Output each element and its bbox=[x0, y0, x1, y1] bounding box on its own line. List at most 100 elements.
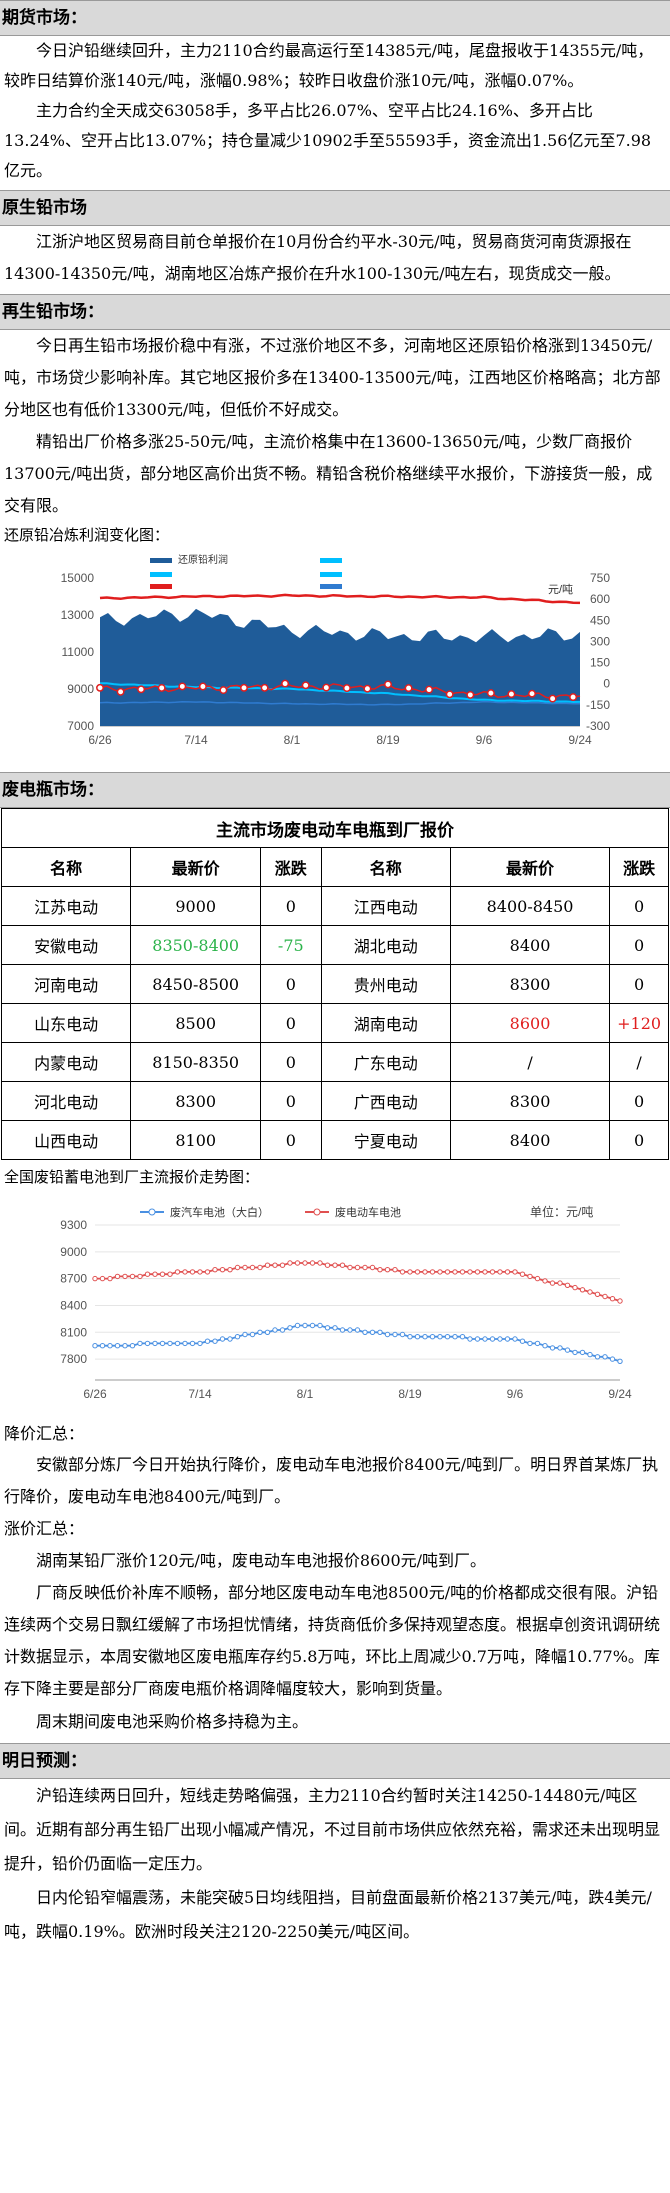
header-cell: 涨跌 bbox=[609, 847, 669, 887]
series-point bbox=[407, 1334, 413, 1340]
series-point bbox=[301, 681, 310, 690]
x-tick-label: 8/1 bbox=[297, 1387, 314, 1401]
legend-swatch bbox=[150, 558, 172, 563]
secondary-lead-section: 再生铅市场： 今日再生铅市场报价稳中有涨，不过涨价地区不多，河南地区还原铅价格涨… bbox=[0, 294, 670, 772]
profit-chart: 还原铅利润 元/吨 15000 13000 11000 9000 7000 750 600 4… bbox=[61, 553, 611, 747]
table-cell: 8400-8450 bbox=[449, 886, 611, 926]
x-tick-label: 9/6 bbox=[476, 733, 493, 747]
table-cell: 0 bbox=[260, 1120, 322, 1160]
series-point bbox=[137, 685, 146, 694]
series-point bbox=[384, 1331, 391, 1338]
legend-swatch bbox=[150, 572, 172, 577]
table-cell: 湖南电动 bbox=[320, 1003, 451, 1043]
series-point bbox=[302, 1322, 308, 1329]
series-point bbox=[534, 1275, 541, 1282]
series-point bbox=[116, 687, 125, 696]
series-point bbox=[579, 1349, 586, 1356]
series-point bbox=[159, 1271, 166, 1277]
series-point bbox=[114, 1273, 121, 1280]
secondary-lead-paragraph-2: 精铅出厂价格多涨25-50元/吨，主流价格集中在13600-13650元/吨，少… bbox=[4, 432, 653, 515]
series-point bbox=[189, 1340, 196, 1347]
series-point bbox=[534, 1340, 541, 1347]
series-point bbox=[445, 690, 454, 699]
legend-swatch bbox=[320, 558, 342, 563]
series-point bbox=[234, 1264, 241, 1271]
primary-lead-paragraph: 江浙沪地区贸易商目前仓单报价在10月份合约平水-30元/吨，贸易商货河南货源报在… bbox=[4, 232, 632, 283]
series-point bbox=[587, 1351, 593, 1358]
battery-chart-caption: 全国废铅蓄电池到厂主流报价走势图： bbox=[4, 1168, 260, 1186]
scrap-battery-section: 废电瓶市场： 主流市场废电动车电瓶到厂报价 名称 最新价 涨跌 名称 最新价 涨跌 江苏电… bbox=[0, 772, 670, 1739]
series-point bbox=[174, 1340, 181, 1347]
y-tick-label: 7800 bbox=[60, 1352, 87, 1366]
x-tick-label: 9/24 bbox=[568, 733, 592, 747]
series-point bbox=[512, 1336, 518, 1342]
y-tick-label: 8100 bbox=[60, 1325, 87, 1339]
series-point bbox=[92, 1275, 98, 1282]
table-cell: 8450-8500 bbox=[130, 964, 262, 1004]
series-point bbox=[342, 684, 351, 693]
table-cell: / bbox=[449, 1042, 611, 1082]
series-point bbox=[92, 1343, 98, 1349]
series-point bbox=[144, 1340, 151, 1347]
x-tick-label: 8/19 bbox=[398, 1387, 422, 1401]
series-point bbox=[99, 1275, 106, 1282]
series-point bbox=[204, 1338, 211, 1344]
table-cell: 0 bbox=[260, 1042, 322, 1082]
series-point bbox=[287, 1260, 293, 1266]
series-point bbox=[249, 1331, 256, 1338]
header-cell: 名称 bbox=[320, 847, 451, 887]
legend-swatch bbox=[320, 584, 342, 589]
table-cell: +120 bbox=[609, 1003, 669, 1043]
series-point bbox=[189, 1269, 196, 1275]
series-point bbox=[429, 1269, 436, 1275]
x-tick-label: 9/24 bbox=[608, 1387, 632, 1401]
legend-label: 废电动车电池 bbox=[335, 1205, 401, 1219]
table-row: 内蒙电动 8150-8350 0 广东电动 / / bbox=[0, 1042, 669, 1082]
profit-chart-area-series bbox=[100, 608, 580, 726]
right-tick-label: -150 bbox=[586, 698, 610, 712]
series-point bbox=[129, 1343, 136, 1349]
scrap-paragraph-1: 厂商反映低价补库不顺畅，部分地区废电动车电池8500元/吨的价格都成交很有限。沪… bbox=[4, 1583, 661, 1698]
price-down-text: 安徽部分炼厂今日开始执行降价，废电动车电池报价8400元/吨到厂。明日界首某炼厂… bbox=[4, 1455, 659, 1506]
price-down-title: 降价汇总： bbox=[4, 1424, 85, 1443]
price-table-caption: 主流市场废电动车电瓶到厂报价 bbox=[1, 808, 669, 848]
x-tick-label: 8/1 bbox=[284, 733, 301, 747]
legend-label: 还原铅利润 bbox=[178, 553, 228, 566]
series-point bbox=[234, 1334, 241, 1340]
series-point bbox=[309, 1322, 316, 1329]
series-point bbox=[482, 1336, 488, 1342]
series-point bbox=[332, 1262, 338, 1268]
series-point bbox=[587, 1289, 593, 1295]
series-point bbox=[137, 1340, 143, 1347]
price-up-text: 湖南某铅厂涨价120元/吨，废电动车电池报价8600元/吨到厂。 bbox=[36, 1551, 487, 1570]
table-cell: 0 bbox=[609, 1120, 669, 1160]
series-point bbox=[204, 1269, 211, 1275]
x-tick-label: 7/14 bbox=[184, 733, 208, 747]
series-point bbox=[332, 1325, 338, 1331]
forecast-heading: 明日预测： bbox=[0, 1743, 670, 1779]
table-cell: 内蒙电动 bbox=[0, 1042, 132, 1082]
right-tick-label: 450 bbox=[590, 613, 610, 627]
series-point bbox=[107, 1343, 113, 1349]
table-row: 山西电动 8100 0 宁夏电动 8400 0 bbox=[0, 1120, 669, 1160]
legend-swatch bbox=[320, 572, 342, 577]
series-point bbox=[444, 1269, 451, 1275]
left-tick-label: 9000 bbox=[67, 682, 94, 696]
table-cell: 0 bbox=[609, 1081, 669, 1121]
table-row: 安徽电动 8350-8400 -75 湖北电动 8400 0 bbox=[0, 925, 669, 965]
x-tick-label: 6/26 bbox=[88, 733, 112, 747]
series-point bbox=[144, 1271, 151, 1277]
table-cell: 0 bbox=[260, 886, 322, 926]
table-cell: 8300 bbox=[130, 1081, 262, 1121]
legend-swatch bbox=[150, 584, 172, 589]
table-cell: 0 bbox=[609, 964, 669, 1004]
table-cell: 9000 bbox=[130, 886, 262, 926]
right-tick-label: 600 bbox=[590, 592, 610, 606]
table-cell: 广东电动 bbox=[320, 1042, 451, 1082]
table-cell: 0 bbox=[609, 886, 669, 926]
series-point bbox=[504, 1336, 511, 1342]
series-point bbox=[257, 1329, 263, 1336]
profit-area bbox=[100, 608, 580, 726]
series-point bbox=[219, 1336, 226, 1342]
series-point bbox=[392, 1331, 398, 1338]
